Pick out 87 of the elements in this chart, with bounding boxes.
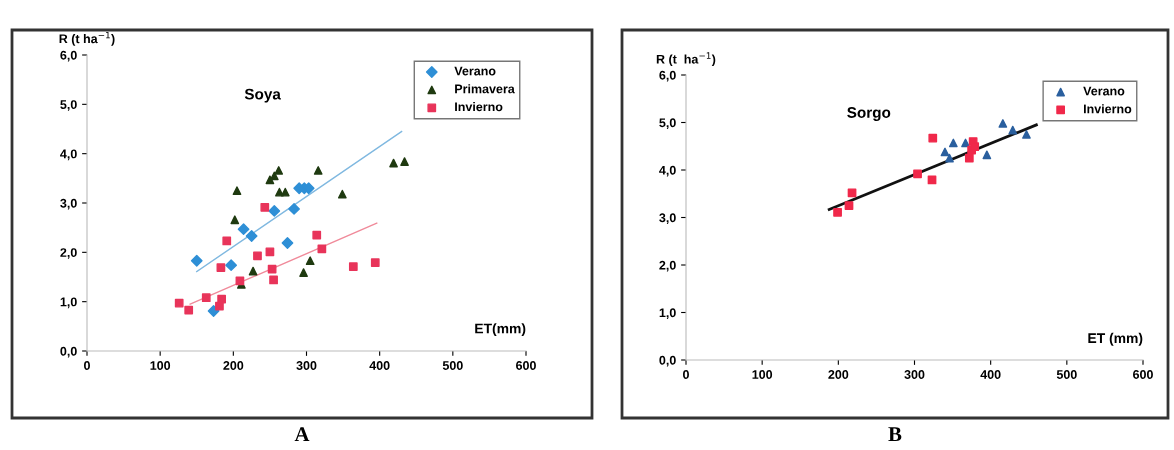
x-tick-label: 200 [223,361,244,370]
x-axis-title: ET (mm) [1088,332,1143,346]
x-axis-title: ET(mm) [475,323,526,337]
point [216,263,226,272]
x-tick-label: 600 [516,361,536,370]
point [248,266,258,276]
y-tick-label: 4,0 [659,165,676,177]
point [964,153,974,163]
y-tick-label: 1,0 [659,308,676,319]
point [265,247,275,257]
point [948,138,958,148]
legend-label: Primavera [455,84,515,94]
point [1022,130,1031,139]
point [174,298,184,308]
point [215,301,224,311]
point [184,305,194,315]
point [280,187,290,197]
y-tick-label: 3,0 [659,213,676,224]
y-tick-label: 6,0 [60,50,77,62]
point [299,268,308,277]
legend-label: Verano [454,66,496,76]
text: B [888,427,902,442]
y-axis-title: R (t ha$^{−1}$) [59,31,115,46]
y-tick-label: 2,0 [60,248,77,259]
point [389,158,398,168]
point [400,157,409,166]
x-tick-label: 300 [904,370,925,379]
point [317,244,327,254]
point [237,223,250,236]
point [281,237,294,249]
text: A [294,427,310,441]
y-tick-label: 5,0 [60,100,77,111]
point [274,166,284,175]
x-tick-label: 100 [150,361,171,370]
point [269,275,278,285]
point [313,166,323,175]
x-tick-label: 500 [442,361,463,370]
x-tick-label: 300 [296,361,317,370]
y-tick-label: 2,0 [659,260,676,272]
y-tick-label: 0,0 [659,355,676,367]
point [982,150,992,160]
y-tick-label: 6,0 [659,70,676,82]
point [305,256,315,266]
x-tick-label: 100 [752,370,773,379]
legend-label: Verano [1083,86,1125,96]
point [337,189,347,199]
point [245,230,258,242]
y-axis-title: R (t ha$^{−1}$) [656,52,716,67]
text: Sorgo [847,107,891,121]
point [844,201,854,210]
point [288,203,300,215]
point [253,251,262,261]
y-tick-label: 3,0 [60,198,77,210]
point [928,133,938,143]
point [913,169,922,179]
point [312,230,322,240]
legend-label: Invierno [455,102,503,112]
point [268,205,281,217]
point [232,186,242,196]
point [998,119,1008,128]
y-tick-label: 5,0 [659,118,676,129]
point [190,254,203,267]
y-tick-label: 1,0 [60,297,77,309]
legend-label: Invierno [1083,104,1132,114]
point [225,259,238,272]
x-tick-label: 600 [1133,370,1153,379]
text: Soya [244,88,281,103]
point [970,142,980,152]
point [201,293,211,303]
x-tick-label: 400 [369,361,390,370]
point [222,236,232,246]
x-tick-label: 0 [683,370,689,379]
point [348,262,358,272]
y-tick-label: 4,0 [60,149,77,161]
point [945,153,954,163]
x-tick-label: 500 [1056,370,1077,379]
point [847,188,857,198]
point [230,215,240,225]
point [275,187,284,197]
point [833,207,842,217]
point [260,203,270,212]
x-tick-label: 0 [84,361,90,370]
x-tick-label: 200 [828,370,849,379]
point [370,258,380,268]
point [1008,125,1018,135]
x-tick-label: 400 [980,370,1001,379]
y-tick-label: 0,0 [60,346,77,358]
